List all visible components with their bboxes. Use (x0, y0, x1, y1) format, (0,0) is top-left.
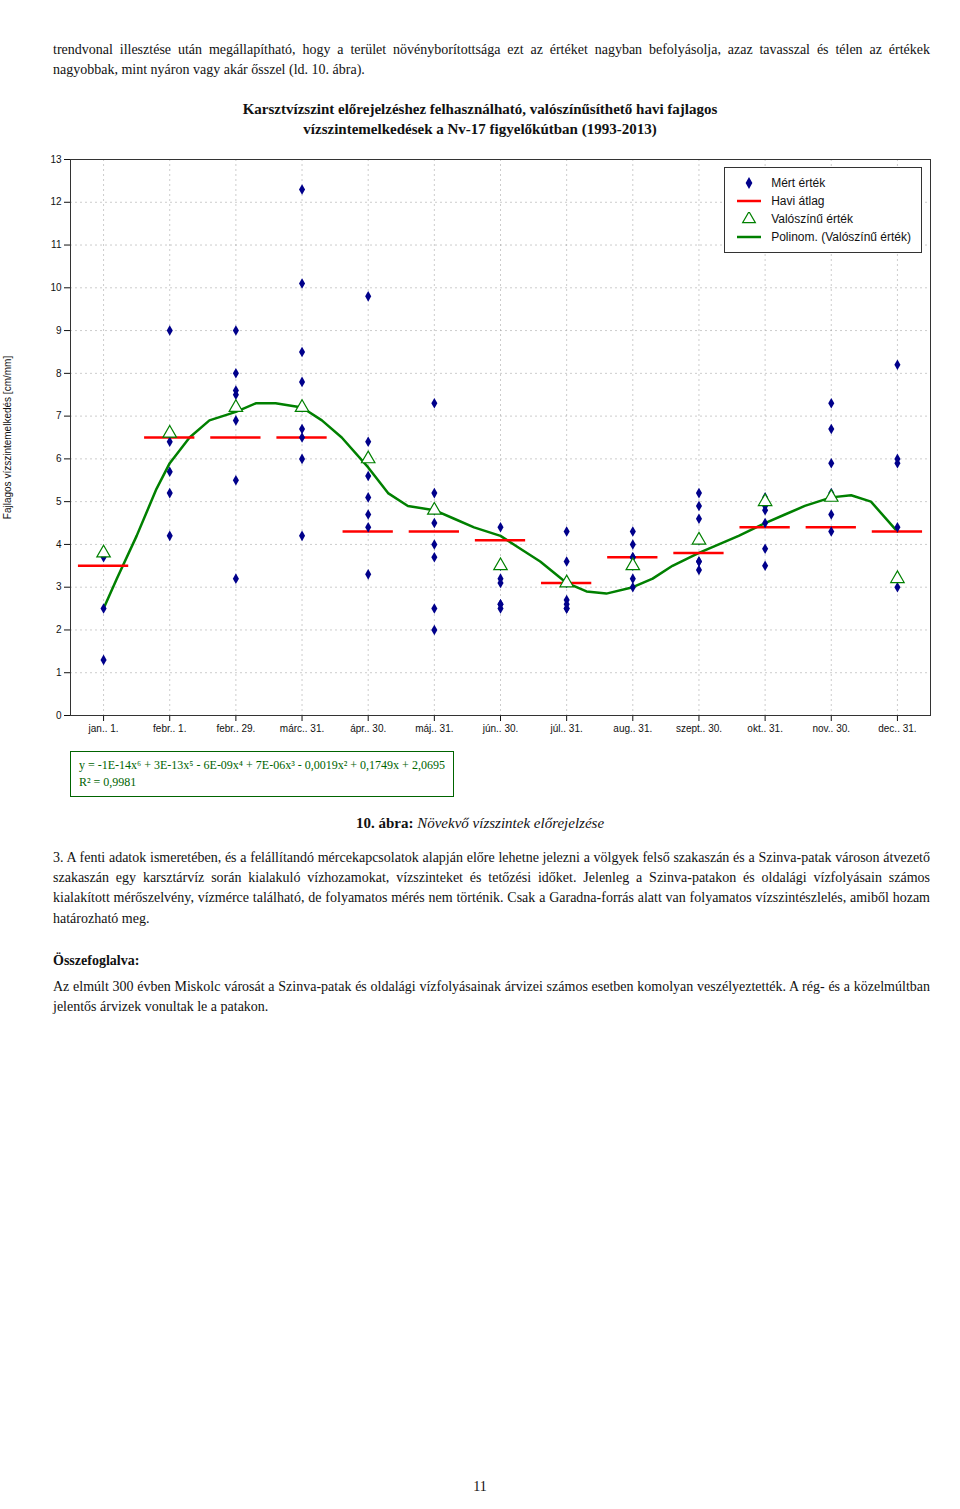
svg-text:júl.. 31.: júl.. 31. (550, 723, 583, 734)
svg-text:11: 11 (51, 239, 62, 250)
svg-text:0: 0 (56, 710, 62, 721)
svg-text:dec.. 31.: dec.. 31. (878, 723, 916, 734)
html-text:R² = 0,9981: R² = 0,9981 (79, 774, 137, 789)
svg-text:9: 9 (56, 325, 62, 336)
svg-text:12: 12 (50, 197, 62, 208)
html-text:3. A fenti adatok ismeretében,: 3. A fenti adatok ismeretében, és a felá… (53, 849, 930, 926)
html-text:Karsztvízszint előrejelzéshez: Karsztvízszint előrejelzéshez felhasznál… (242, 100, 718, 117)
html-text:Valószínű érték: Valószínű érték (771, 212, 853, 227)
html-text:vízszintemelkedések a Nv-17 fi: vízszintemelkedések a Nv-17 figyelőkútba… (303, 120, 657, 137)
svg-text:ápr.. 30.: ápr.. 30. (350, 723, 386, 734)
svg-text:1: 1 (56, 667, 62, 678)
html-text:11: 11 (473, 1479, 487, 1494)
svg-text:szept.. 30.: szept.. 30. (676, 723, 722, 734)
svg-text:7: 7 (56, 410, 62, 421)
svg-text:5: 5 (56, 496, 62, 507)
svg-text:márc.. 31.: márc.. 31. (280, 723, 324, 734)
html-text:y = -1E-14x⁶ + 3E-13x⁵ - 6E-09: y = -1E-14x⁶ + 3E-13x⁵ - 6E-09x⁴ + 7E-06… (79, 758, 445, 773)
svg-text:febr.. 1.: febr.. 1. (153, 723, 186, 734)
html-text:Mért érték: Mért érték (771, 176, 826, 191)
html-text:trendvonal illesztése után meg: trendvonal illesztése után megállapíthat… (53, 42, 930, 78)
html-text:Összefoglalva:: Összefoglalva: (53, 952, 140, 968)
svg-text:10: 10 (50, 282, 62, 293)
svg-text:febr.. 29.: febr.. 29. (216, 723, 255, 734)
svg-text:okt.. 31.: okt.. 31. (747, 723, 783, 734)
svg-text:6: 6 (56, 453, 62, 464)
svg-text:8: 8 (56, 368, 62, 379)
svg-text:Fajlagos vízszintemelkedés [cm: Fajlagos vízszintemelkedés [cm/mm] (2, 356, 13, 520)
html-text:Az elmúlt 300 évben Miskolc vá: Az elmúlt 300 évben Miskolc városát a Sz… (53, 979, 930, 1015)
svg-text:4: 4 (56, 539, 62, 550)
html-text:Polinom. (Valószínű érték): Polinom. (Valószínű érték) (771, 230, 911, 245)
svg-text:aug.. 31.: aug.. 31. (613, 723, 652, 734)
html-text:Havi átlag: Havi átlag (771, 194, 825, 209)
svg-text:jún.. 30.: jún.. 30. (482, 723, 519, 734)
svg-text:máj.. 31.: máj.. 31. (415, 723, 453, 734)
svg-text:nov.. 30.: nov.. 30. (812, 723, 850, 734)
svg-text:jan.. 1.: jan.. 1. (88, 723, 119, 734)
svg-text:3: 3 (56, 581, 62, 592)
html-text:10. ábra: Növekvő vízszintek e: 10. ábra: Növekvő vízszintek előrejelzés… (355, 814, 605, 831)
svg-text:2: 2 (56, 624, 62, 635)
svg-text:13: 13 (50, 154, 62, 165)
